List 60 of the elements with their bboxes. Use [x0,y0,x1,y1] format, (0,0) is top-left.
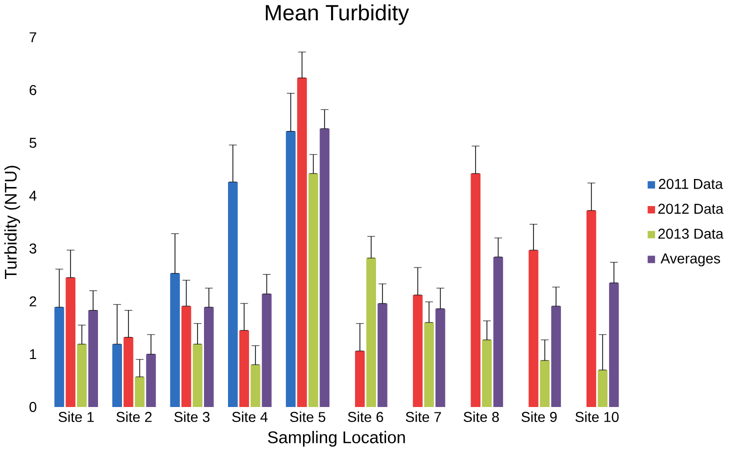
bar [239,330,250,407]
bar [54,307,64,407]
bar [598,370,608,407]
bar [146,354,156,407]
chart-title: Mean Turbidity [266,4,410,25]
bar [435,308,446,407]
y-tick-label: 1 [30,349,36,360]
y-tick-label: 4 [29,190,36,201]
bar [609,282,619,407]
x-tick-label: Site 5 [290,412,326,422]
bar [355,350,365,407]
bar [412,295,423,407]
x-tick-label: Site 3 [174,412,210,422]
bar [228,182,238,407]
bar [297,78,307,407]
y-tick-label: 2 [30,296,36,306]
bar [204,307,214,407]
y-tick-label: 6 [30,85,36,96]
bar [366,258,376,407]
bar [181,306,192,407]
bar [308,174,318,407]
bar [378,303,388,407]
x-axis-title: Sampling Location [268,430,405,447]
x-tick-label: Site 4 [232,412,268,422]
legend-label: Averages [660,254,720,266]
x-tick-label: Site 2 [116,412,152,422]
bar [470,174,480,407]
x-tick-label: Site 8 [464,412,499,422]
y-tick-label: 5 [30,138,36,148]
y-tick-label: 7 [30,32,36,42]
legend-label: 2012 Data [658,204,724,214]
bar [551,306,561,407]
legend-label: 2011 Data [658,178,723,190]
bar [528,250,538,407]
y-tick-label: 0 [30,402,36,412]
y-axis-title: Turbidity (NTU) [4,166,20,280]
bar [170,273,180,407]
bar [76,344,87,407]
bar [586,210,596,407]
bar [134,376,145,407]
bar [112,344,122,407]
bar [262,294,272,407]
bar [192,344,202,407]
bar [286,131,296,407]
bar [482,340,492,407]
x-tick-label: Site 7 [406,412,441,422]
y-tick-label: 3 [30,243,36,254]
x-tick-label: Site 9 [522,412,557,422]
bar [250,364,260,407]
bar [124,337,134,407]
bar [88,310,98,407]
x-tick-label: Site 6 [348,412,384,422]
bar [493,256,504,407]
bar [66,278,76,407]
x-tick-label: Site 10 [575,412,619,422]
x-tick-label: Site 1 [58,412,94,422]
bar [424,322,434,407]
bar [320,128,330,407]
legend-label: 2013 Data [658,228,724,239]
bar [540,360,550,407]
